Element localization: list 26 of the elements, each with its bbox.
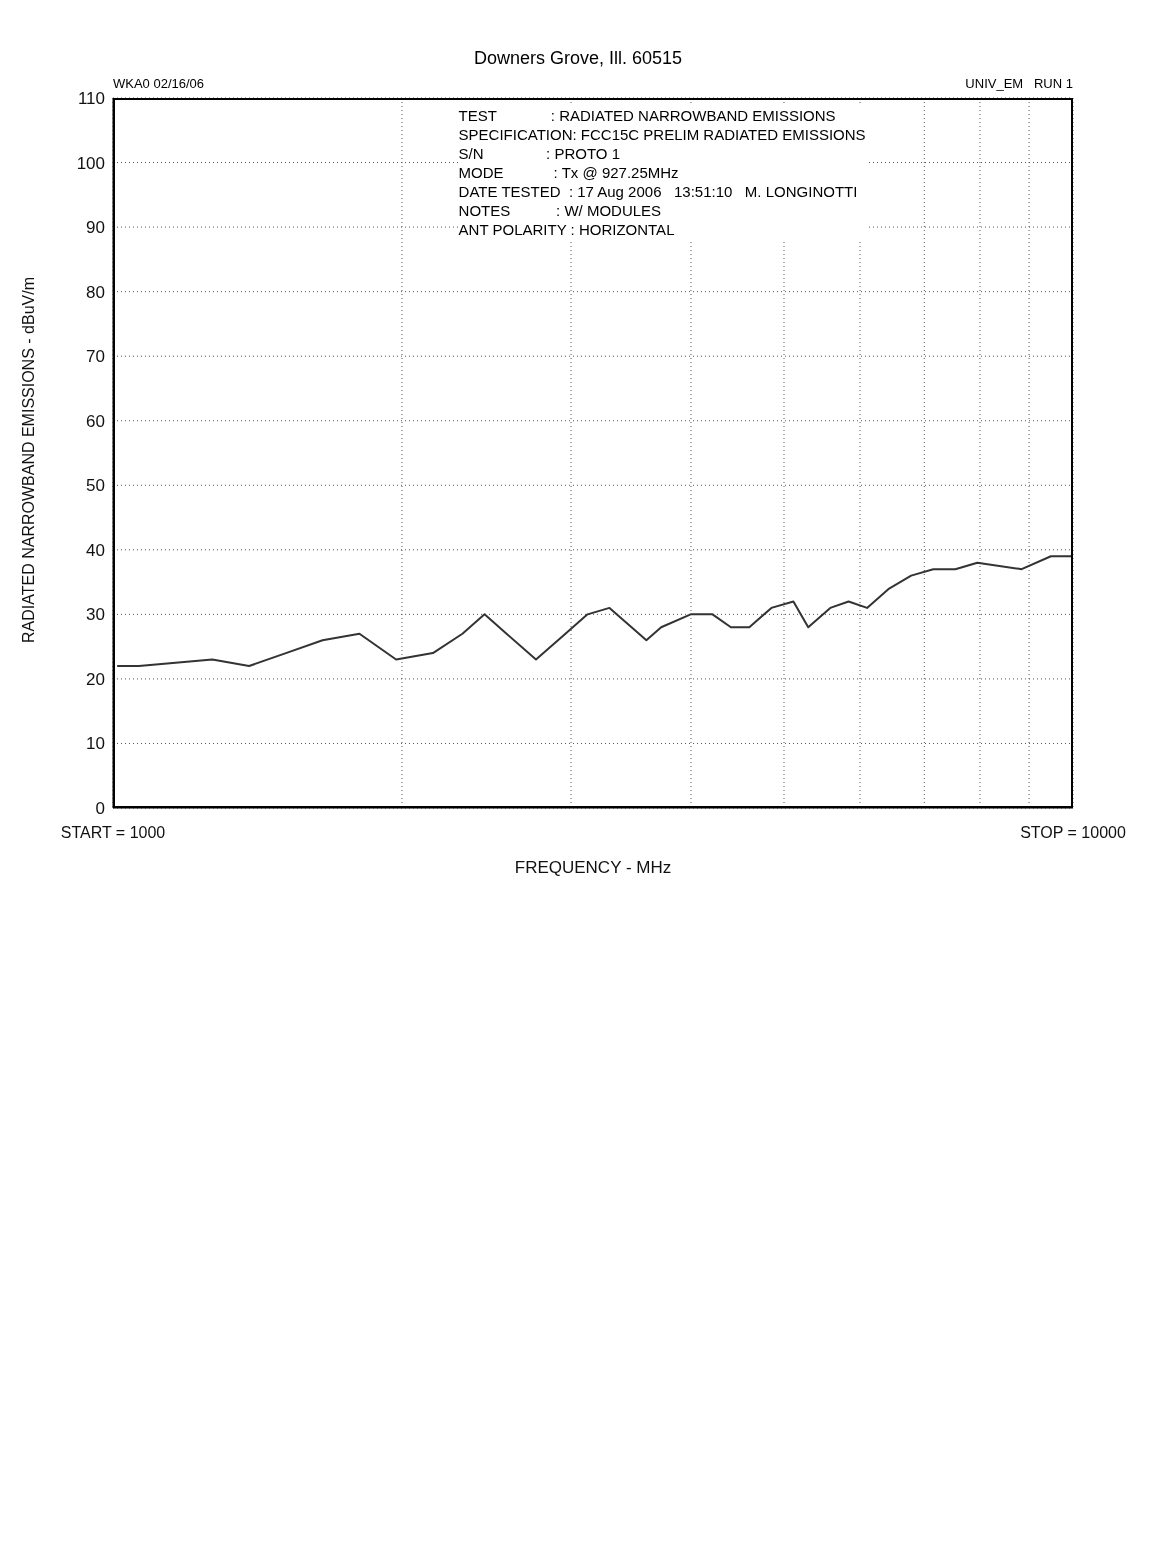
chart-subtitle: Downers Grove, Ill. 60515 [472,48,684,69]
annotation: S/N : PROTO 1 [458,144,622,163]
annotation: ANT POLARITY : HORIZONTAL [458,220,676,239]
y-tick-label: 110 [77,89,105,109]
x-axis-title: FREQUENCY - MHz [514,858,672,877]
annotation: NOTES : W/ MODULES [458,201,663,220]
y-tick-label: 50 [86,476,105,496]
y-tick-label: 80 [86,282,105,302]
x-tick-label: START = 1000 [60,824,166,841]
y-tick-label: 90 [86,218,105,238]
annotation: TEST : RADIATED NARROWBAND EMISSIONS [458,106,837,125]
y-tick-label: 20 [86,669,105,689]
annotation: MODE : Tx @ 927.25MHz [458,163,680,182]
y-tick-label: 40 [86,540,105,560]
x-tick-label: STOP = 10000 [1020,824,1126,841]
text: UNIV_EM RUN 1 [965,76,1073,91]
y-tick-label: 30 [86,605,105,625]
text: WKA0 02/16/06 [113,76,205,91]
y-tick-label: 60 [86,411,105,431]
y-tick-label: 100 [76,153,105,173]
annotation: DATE TESTED : 17 Aug 2006 13:51:10 M. LONGINOTTI [458,182,859,201]
y-tick-label: 0 [95,799,105,819]
y-tick-label: 70 [86,347,105,367]
y-tick-label: 10 [86,734,105,754]
y-axis-title: RADIATED NARROWBAND EMISSIONS - dBuV/m [19,277,37,643]
annotation: SPECIFICATION: FCC15C PRELIM RADIATED EMISSIONS [458,125,866,144]
